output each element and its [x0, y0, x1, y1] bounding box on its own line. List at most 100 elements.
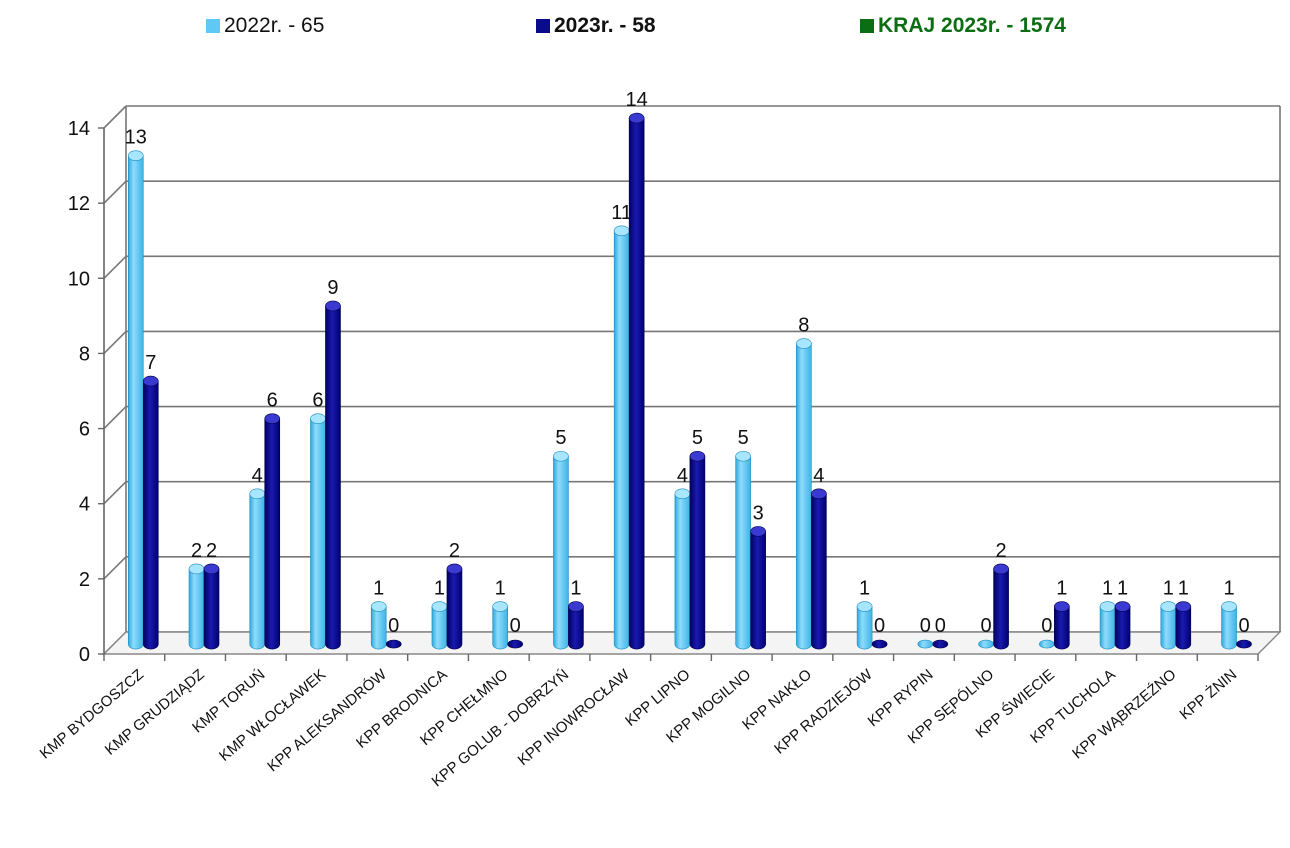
x-category-label: KMP GRUDZIĄDZ — [102, 666, 208, 759]
bar-2023 — [628, 117, 645, 650]
data-label-2023: 2 — [206, 540, 217, 562]
data-label-2023: 0 — [874, 615, 885, 637]
bar-2023-top — [811, 488, 827, 500]
legend-label-kraj: KRAJ 2023r. - 1574 — [878, 14, 1066, 37]
bar-2022 — [1221, 606, 1237, 650]
bar-2023-top — [993, 563, 1009, 575]
data-label-2023: 7 — [145, 352, 156, 374]
bar-2023-top — [203, 563, 220, 575]
data-label-2023: 1 — [1178, 578, 1189, 600]
bar-2023-top — [264, 413, 281, 424]
bar-2023 — [811, 493, 827, 650]
y-tick-label: 2 — [79, 569, 90, 591]
data-label-2022: 1 — [1163, 578, 1174, 600]
bar-2022 — [796, 343, 812, 650]
legend-item-kraj: KRAJ 2023r. - 1574 — [860, 14, 1066, 38]
bar-2022-top — [1099, 601, 1116, 612]
data-label-2023: 0 — [935, 615, 946, 637]
bar-2023 — [325, 305, 341, 650]
y-tick-label: 12 — [68, 193, 90, 215]
side-wall-line — [103, 255, 127, 279]
bar-2022-top — [127, 150, 144, 161]
bar-2022-top — [370, 601, 387, 612]
bar-2023-top — [568, 601, 584, 612]
bar-2023 — [993, 568, 1009, 650]
data-label-2022: 8 — [798, 315, 809, 337]
bar-2023-top — [325, 300, 341, 312]
legend-swatch-2022 — [206, 19, 220, 33]
bar-2022-top — [1160, 601, 1177, 612]
data-label-2022: 4 — [252, 465, 263, 487]
bar-2022-top — [249, 488, 266, 500]
data-label-2023: 2 — [449, 540, 460, 562]
data-label-2023: 14 — [626, 89, 648, 111]
x-category-label: KPP ŻNIN — [1176, 665, 1240, 723]
data-label-2023: 1 — [1117, 578, 1128, 600]
bar-2022-top — [492, 601, 508, 612]
bar-2023-top — [750, 526, 766, 537]
bar-2023 — [385, 639, 402, 649]
x-category-label: KMP BYDGOSZCZ — [37, 666, 147, 762]
x-category-label: KPP ALEKSANDRÓW — [264, 666, 390, 776]
legend-label-2023: 2023r. - 58 — [554, 14, 656, 37]
bar-2023 — [142, 380, 159, 650]
data-label-2023: 0 — [388, 615, 399, 637]
bar-2022 — [856, 606, 873, 650]
bar-2022-top — [856, 601, 873, 612]
data-label-2022: 11 — [611, 202, 632, 224]
y-tick-label: 0 — [79, 644, 90, 666]
bar-2023 — [264, 418, 281, 650]
bar-2022 — [127, 155, 144, 650]
data-label-2023: 0 — [510, 615, 521, 637]
data-label-2022: 1 — [495, 578, 506, 600]
bar-2022-top — [188, 563, 205, 575]
data-label-2023: 0 — [1238, 615, 1249, 637]
bar-2022-top — [1221, 601, 1237, 612]
data-label-2022: 13 — [125, 127, 147, 149]
bar-2022 — [431, 606, 448, 650]
x-category-label: KMP WŁOCŁAWEK — [216, 666, 329, 765]
side-wall-line — [103, 330, 127, 354]
bar-2022 — [917, 639, 934, 649]
side-wall-line — [103, 180, 127, 204]
data-label-2022: 2 — [191, 540, 202, 562]
data-label-2022: 5 — [738, 427, 749, 449]
bar-2023 — [689, 455, 706, 650]
bar-2022 — [310, 418, 326, 650]
bar-2022 — [370, 606, 387, 650]
bar-2023-top — [142, 375, 159, 387]
data-label-2022: 5 — [555, 427, 566, 449]
side-wall-line — [103, 406, 127, 430]
bar-2023 — [203, 568, 220, 650]
bar-2022 — [613, 230, 630, 650]
bar-2023 — [507, 639, 523, 649]
data-label-2023: 5 — [692, 427, 703, 449]
legend-item-2022: 2022r. - 65 — [206, 14, 324, 38]
bar-2023 — [1175, 606, 1192, 650]
data-label-2023: 1 — [1056, 578, 1067, 600]
bar-2023 — [932, 639, 949, 649]
data-label-2022: 0 — [920, 615, 931, 637]
bar-2022 — [188, 568, 205, 650]
data-label-2022: 1 — [1223, 578, 1234, 600]
y-tick-label: 6 — [79, 419, 90, 441]
bar-2023 — [1114, 606, 1131, 650]
data-label-2023: 3 — [753, 502, 764, 524]
bar-2022-top — [310, 413, 326, 424]
data-label-2022: 0 — [1041, 615, 1052, 637]
bar-2022 — [1039, 639, 1055, 649]
data-label-2022: 1 — [434, 578, 445, 600]
bar-2022-top — [553, 450, 569, 462]
data-label-2022: 1 — [859, 578, 870, 600]
bar-2022 — [1099, 606, 1116, 650]
bar-2022 — [735, 455, 751, 650]
bar-2022-top — [431, 601, 448, 612]
side-wall-line — [103, 556, 127, 580]
bar-2023 — [871, 639, 888, 649]
legend-item-2023: 2023r. - 58 — [536, 14, 656, 38]
bar-2022 — [492, 606, 508, 650]
bar-2022 — [978, 639, 994, 649]
bar-2022 — [674, 493, 691, 650]
bar-2023-top — [1175, 601, 1192, 612]
